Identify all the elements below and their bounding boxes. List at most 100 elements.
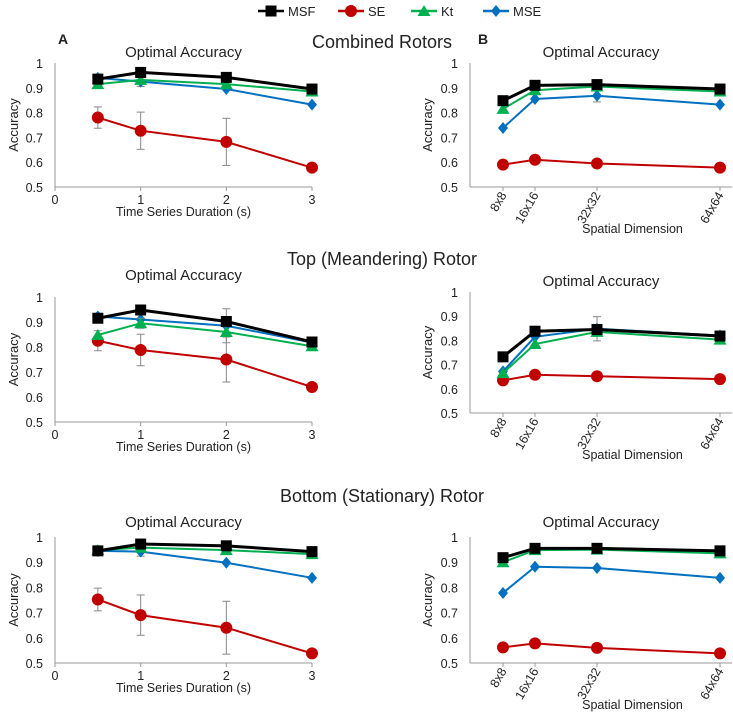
y-tick-label: 0.8 bbox=[441, 107, 458, 121]
series-line-mse bbox=[97, 76, 313, 106]
series-line-msf bbox=[97, 308, 313, 344]
series-se bbox=[91, 587, 318, 660]
data-point-mse bbox=[498, 121, 508, 134]
legend-marker-mse bbox=[491, 5, 501, 17]
chart-top-spatial: Optimal Accuracy 0.5 0.6 0.7 0.8 0.9 1 Accuracy… bbox=[420, 273, 732, 462]
data-point-msf bbox=[135, 538, 147, 550]
chart-title: Optimal Accuracy bbox=[543, 514, 660, 531]
legend-label-se: SE bbox=[368, 4, 386, 19]
data-point-mse bbox=[715, 98, 725, 111]
y-tick-label: 1 bbox=[36, 57, 43, 71]
y-tick-label: 0.7 bbox=[441, 131, 458, 145]
series-msf bbox=[497, 324, 726, 363]
y-tick-label: 0.7 bbox=[441, 359, 458, 373]
x-tick-label: 32x32 bbox=[574, 665, 603, 702]
x-tick-label: 0 bbox=[52, 428, 59, 442]
data-point-mse bbox=[592, 89, 602, 102]
data-point-se bbox=[134, 344, 147, 356]
series-line-msf bbox=[97, 70, 313, 91]
x-tick-label: 16x16 bbox=[512, 665, 541, 702]
x-tick-label: 3 bbox=[309, 669, 316, 683]
y-tick-label: 0.7 bbox=[26, 366, 43, 380]
series-line-se bbox=[502, 158, 721, 169]
x-tick-label: 8x8 bbox=[487, 415, 509, 439]
x-tick-label: 8x8 bbox=[487, 189, 509, 213]
y-tick-label: 1 bbox=[451, 57, 458, 71]
series-se bbox=[497, 368, 726, 387]
data-point-se bbox=[591, 157, 603, 170]
y-tick-label: 0.5 bbox=[441, 407, 458, 421]
y-tick-label: 0.9 bbox=[26, 82, 43, 96]
data-point-mse bbox=[530, 560, 540, 573]
data-point-se bbox=[714, 647, 726, 660]
charts: Optimal Accuracy 0.5 0.6 0.7 0.8 0.9 1 Accuracy… bbox=[6, 44, 732, 712]
panel-label-b: B bbox=[478, 31, 488, 47]
series-mse bbox=[92, 308, 317, 349]
data-point-msf bbox=[220, 540, 232, 552]
legend-label-mse: MSE bbox=[513, 4, 542, 19]
data-point-se bbox=[497, 641, 509, 654]
series-msf bbox=[92, 66, 318, 95]
x-tick-label: 0 bbox=[52, 669, 59, 683]
series-line-mse bbox=[97, 315, 313, 344]
series-line-kt bbox=[502, 330, 721, 374]
series-msf bbox=[497, 542, 726, 564]
series-se bbox=[91, 106, 318, 174]
data-point-msf bbox=[220, 316, 232, 327]
data-point-msf bbox=[714, 330, 726, 342]
y-tick-label: 0.9 bbox=[441, 310, 458, 324]
y-tick-label: 0.5 bbox=[441, 657, 458, 671]
x-tick-label: 32x32 bbox=[574, 415, 603, 452]
data-point-kt bbox=[496, 367, 510, 379]
series-line-se bbox=[502, 373, 721, 382]
data-point-msf bbox=[591, 324, 603, 336]
data-point-se bbox=[497, 158, 509, 171]
data-point-se bbox=[714, 161, 726, 174]
data-point-se bbox=[134, 124, 147, 137]
data-point-se bbox=[714, 373, 726, 386]
chart-title: Optimal Accuracy bbox=[543, 273, 660, 290]
y-tick-label: 0.5 bbox=[26, 416, 43, 430]
y-tick-label: 0.6 bbox=[441, 383, 458, 397]
y-tick-label: 0.9 bbox=[441, 556, 458, 570]
legend-marker-se bbox=[345, 5, 357, 17]
data-point-se bbox=[306, 381, 318, 393]
series-msf bbox=[92, 538, 318, 558]
data-point-msf bbox=[220, 71, 232, 83]
section-title-combined: Combined Rotors bbox=[312, 32, 452, 52]
y-axis-label: Accuracy bbox=[6, 573, 21, 627]
y-tick-label: 0.8 bbox=[26, 107, 43, 121]
series-line-se bbox=[97, 598, 313, 655]
series-se bbox=[497, 637, 726, 660]
data-point-se bbox=[91, 111, 104, 124]
legend-label-msf: MSF bbox=[288, 4, 316, 19]
data-point-msf bbox=[306, 336, 318, 348]
x-axis-label: Time Series Duration (s) bbox=[116, 440, 251, 454]
data-point-mse bbox=[592, 561, 602, 574]
data-point-mse bbox=[715, 571, 725, 584]
data-point-kt bbox=[528, 338, 542, 350]
x-tick-label: 8x8 bbox=[487, 665, 509, 689]
data-point-msf bbox=[714, 545, 726, 557]
x-tick-label: 1 bbox=[137, 669, 144, 683]
x-tick-label: 2 bbox=[223, 669, 230, 683]
y-tick-label: 0.8 bbox=[26, 581, 43, 595]
data-point-mse bbox=[498, 586, 508, 599]
data-point-se bbox=[134, 609, 147, 622]
y-tick-label: 1 bbox=[36, 531, 43, 545]
legend: MSF SE Kt MSE bbox=[258, 4, 542, 19]
chart-combined-spatial: Optimal Accuracy 0.5 0.6 0.7 0.8 0.9 1 Accuracy… bbox=[420, 44, 732, 236]
chart-combined-duration: Optimal Accuracy 0.5 0.6 0.7 0.8 0.9 1 Accuracy… bbox=[6, 44, 319, 219]
x-tick-label: 64x64 bbox=[697, 189, 726, 226]
data-point-msf bbox=[306, 83, 318, 95]
y-tick-label: 0.7 bbox=[26, 131, 43, 145]
x-tick-label: 64x64 bbox=[697, 415, 726, 452]
legend-marker-msf bbox=[265, 5, 277, 17]
data-point-mse bbox=[530, 92, 540, 105]
x-axis-label: Spatial Dimension bbox=[582, 698, 683, 712]
data-point-msf bbox=[92, 73, 104, 85]
y-tick-label: 0.6 bbox=[26, 391, 43, 405]
data-point-se bbox=[91, 593, 104, 606]
series-line-kt bbox=[502, 548, 721, 564]
data-point-msf bbox=[591, 542, 603, 554]
